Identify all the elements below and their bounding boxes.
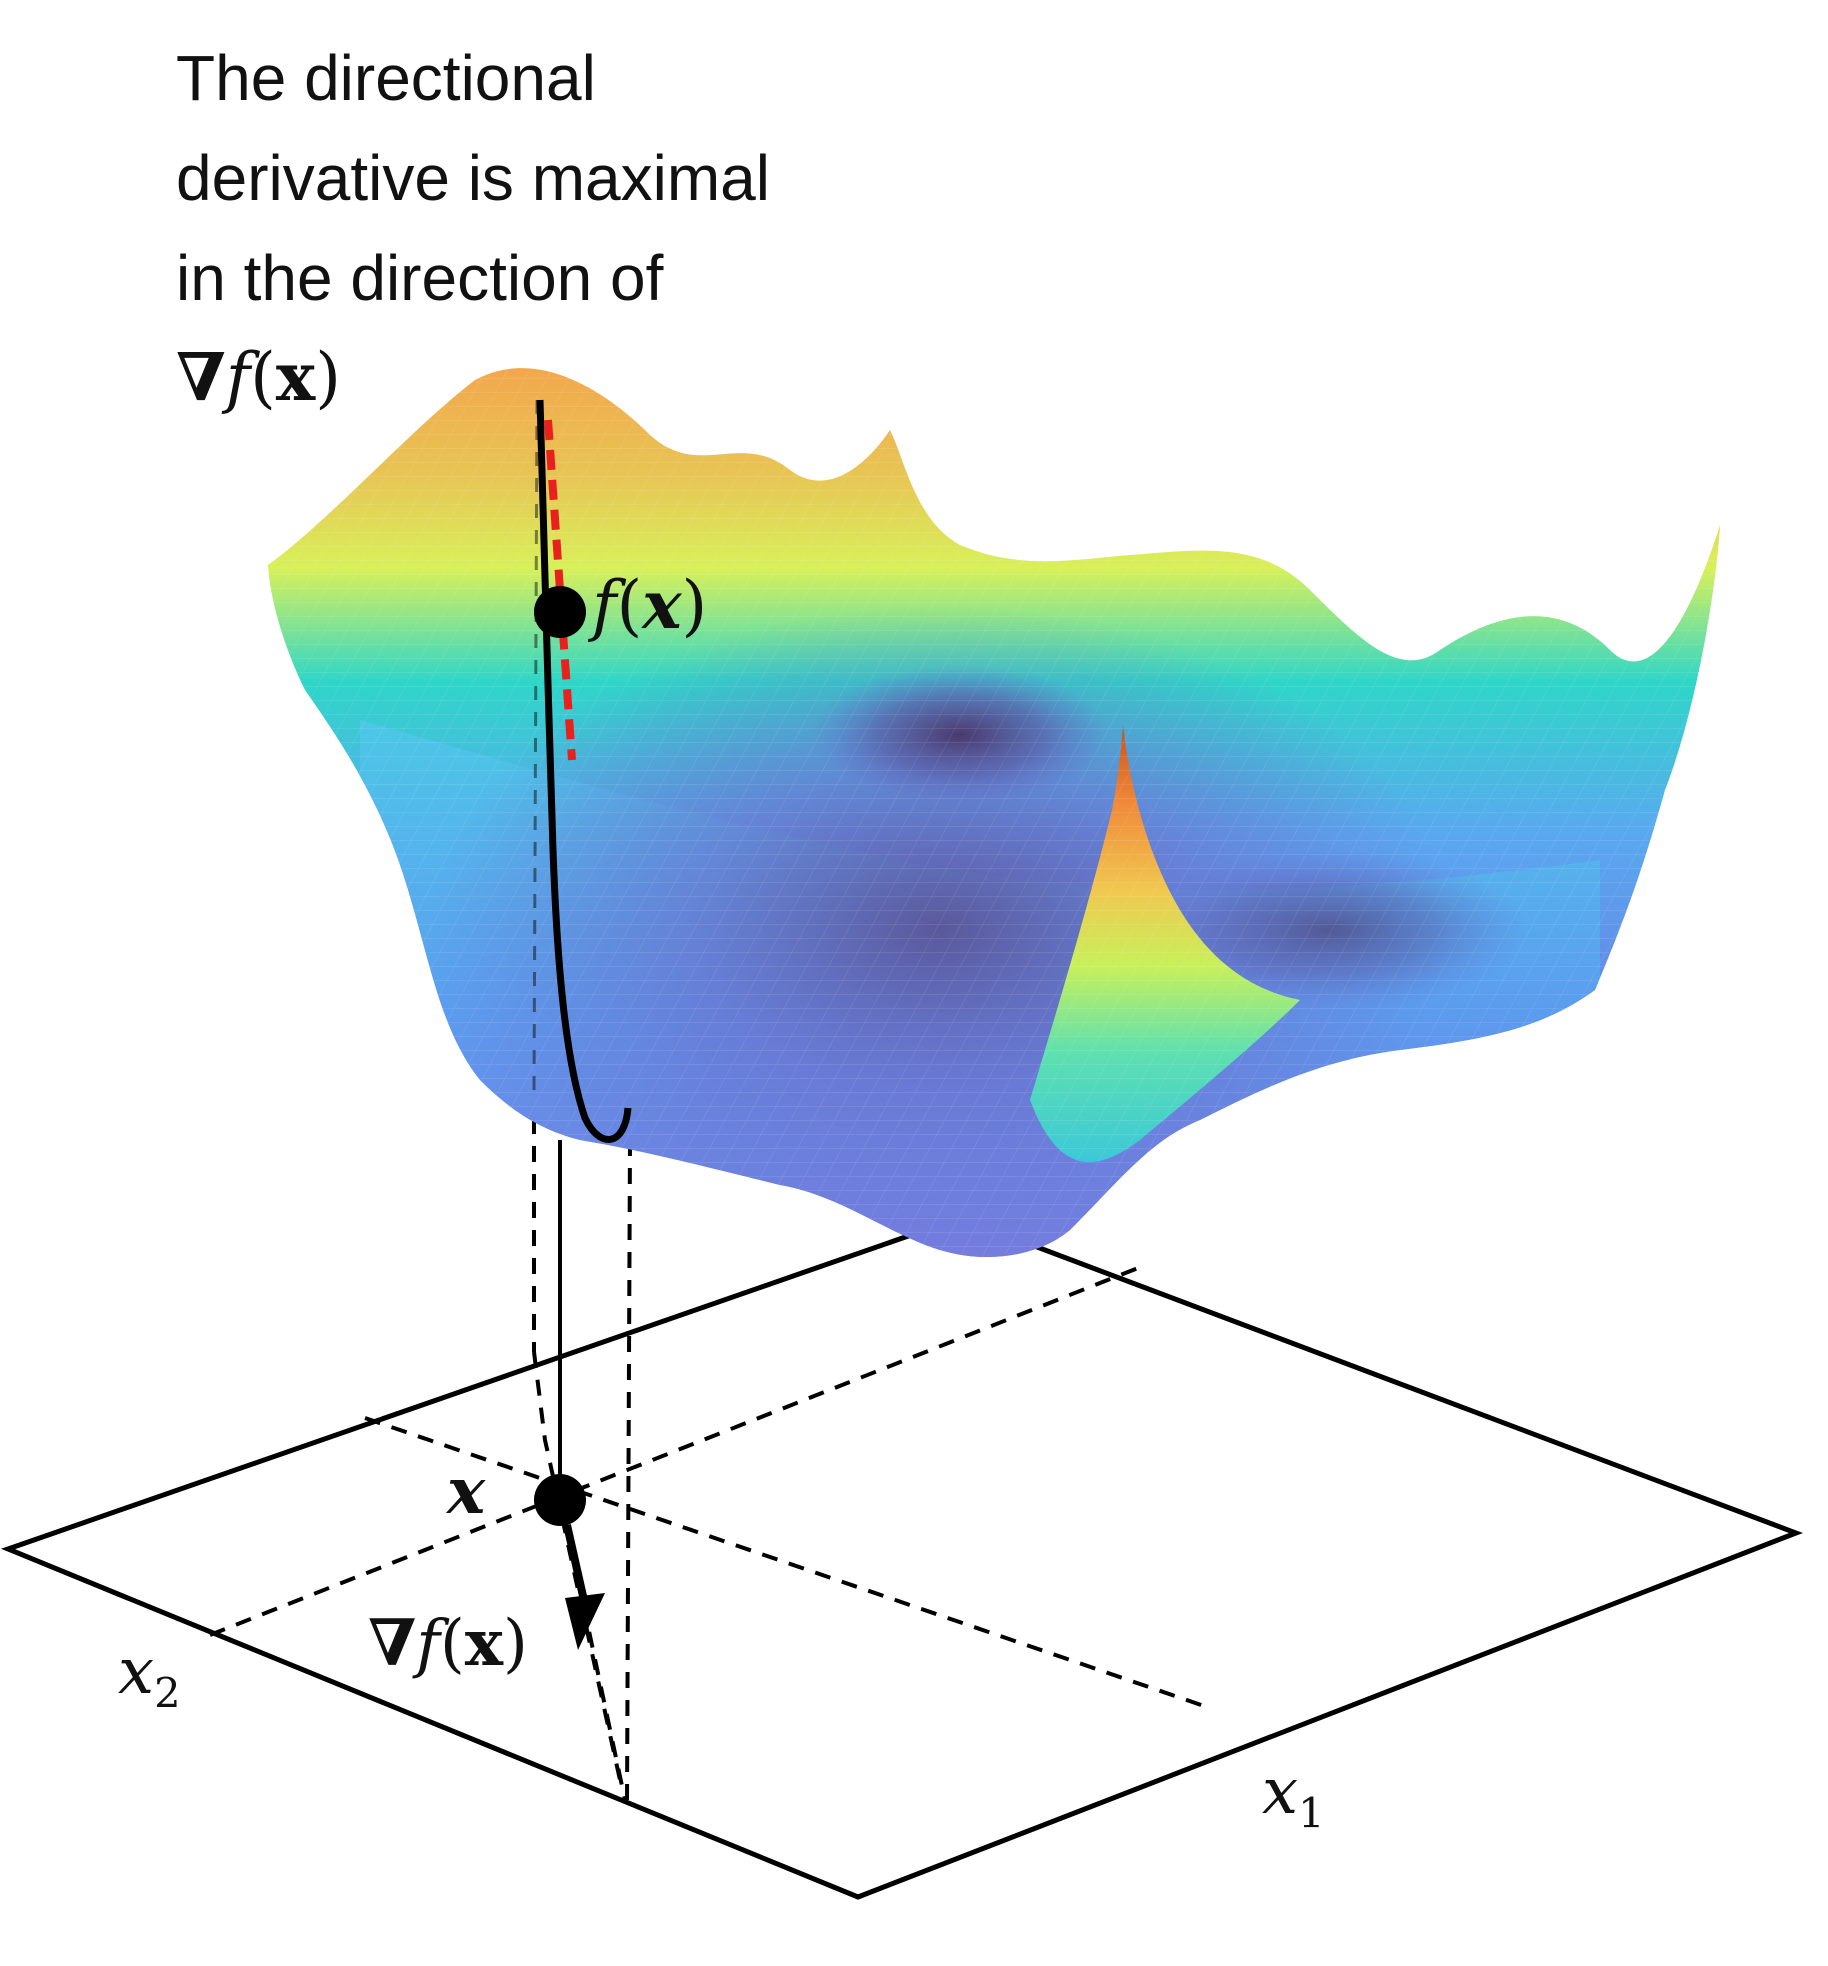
ground-plane bbox=[0, 1215, 1803, 1900]
fx-label-f: f bbox=[592, 567, 617, 644]
gradient-label-x: x bbox=[464, 1606, 503, 1681]
open-paren: ( bbox=[250, 339, 276, 416]
axis-label-x1: x1 bbox=[1262, 1760, 1325, 1834]
projection-lines bbox=[532, 1090, 632, 1801]
nabla-symbol: ∇ bbox=[176, 338, 226, 416]
gradient-label-open-paren: ( bbox=[439, 1607, 465, 1681]
tangent-line bbox=[544, 419, 576, 761]
gradient-label: ∇f(x) bbox=[368, 1612, 528, 1677]
gradient-label-f: f bbox=[416, 1607, 440, 1681]
caption-line-3: in the direction of bbox=[176, 242, 664, 314]
fx-label: f(x) bbox=[592, 572, 707, 640]
caption-line-1: The directional bbox=[176, 42, 596, 114]
surface-dashed-guide bbox=[532, 399, 539, 1091]
axis-label-x2: x2 bbox=[118, 1640, 181, 1714]
axis-label-x2-sub: 2 bbox=[154, 1668, 181, 1718]
point-marker-fx bbox=[534, 586, 586, 638]
point-marker-x bbox=[534, 1474, 586, 1526]
caption-gradient-expression: ∇f(x) bbox=[176, 344, 341, 412]
axis-label-x2-base: x bbox=[118, 1635, 155, 1709]
f-symbol: f bbox=[225, 339, 251, 416]
fx-label-close-paren: ) bbox=[681, 567, 708, 644]
ground-plane-border bbox=[0, 1215, 1803, 1900]
function-surface bbox=[268, 368, 1720, 1258]
axis-label-x1-sub: 1 bbox=[1298, 1788, 1325, 1838]
ground-dashed-lines bbox=[209, 1266, 1211, 1801]
surface-curve bbox=[536, 399, 632, 1143]
axis-label-x1-base: x bbox=[1262, 1755, 1299, 1829]
point-x-label: x bbox=[447, 1454, 486, 1529]
gradient-label-nabla: ∇ bbox=[368, 1606, 417, 1681]
caption-line-2: derivative is maximal bbox=[176, 142, 770, 214]
close-paren: ) bbox=[315, 339, 341, 416]
gradient-arrow-icon bbox=[563, 1524, 605, 1650]
bold-x-symbol: x bbox=[275, 338, 316, 416]
fx-label-x: x bbox=[642, 566, 682, 644]
gradient-label-close-paren: ) bbox=[503, 1607, 528, 1681]
fx-label-open-paren: ( bbox=[616, 567, 643, 644]
